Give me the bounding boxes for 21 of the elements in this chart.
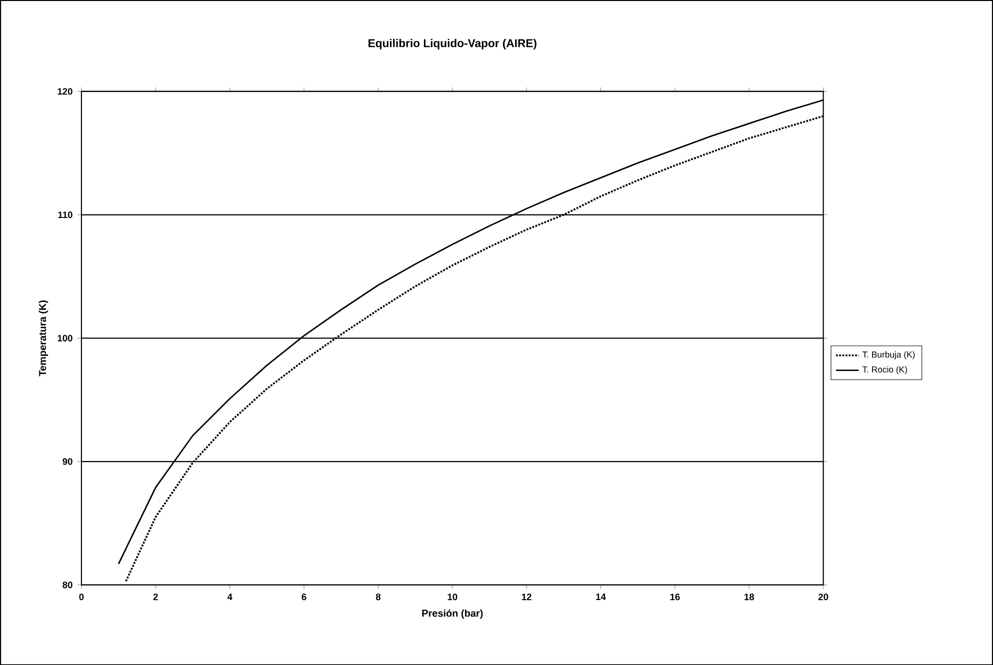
x-tick-label: 14 xyxy=(596,593,606,600)
y-tick-label: 80 xyxy=(62,581,72,588)
x-tick-label: 10 xyxy=(448,593,458,600)
x-tick-label: 4 xyxy=(227,593,232,600)
x-tick-label: 0 xyxy=(79,593,84,600)
x-tick-label: 20 xyxy=(818,593,828,600)
legend-label: T. Rocio (K) xyxy=(862,366,907,374)
y-tick-label: 90 xyxy=(62,458,72,465)
legend-label: T. Burbuja (K) xyxy=(862,351,915,360)
x-tick-label: 2 xyxy=(153,593,158,600)
y-tick-label: 100 xyxy=(58,334,72,342)
x-tick-label: 16 xyxy=(670,593,680,600)
x-tick-label: 18 xyxy=(744,593,754,600)
x-axis-title: Presión (bar) xyxy=(422,609,483,619)
x-tick-label: 6 xyxy=(302,593,306,600)
x-tick-label: 8 xyxy=(376,593,380,600)
x-tick-label: 12 xyxy=(522,593,532,600)
y-tick-label: 110 xyxy=(58,211,72,218)
chart-title: Equilibrio Liquido-Vapor (AIRE) xyxy=(368,38,536,50)
y-tick-label: 120 xyxy=(58,88,72,95)
y-axis-title: Temperatura (K) xyxy=(38,300,48,376)
